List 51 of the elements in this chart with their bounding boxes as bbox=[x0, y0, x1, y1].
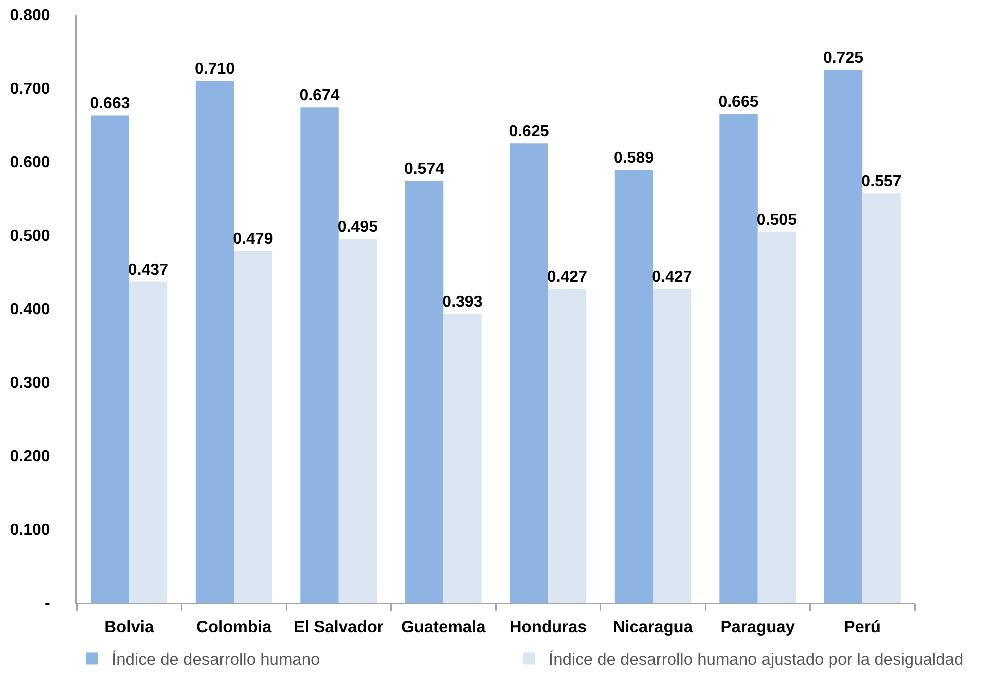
bar bbox=[300, 108, 339, 603]
bar bbox=[338, 239, 378, 603]
bar bbox=[91, 116, 130, 603]
bar bbox=[862, 194, 901, 603]
bar bbox=[129, 282, 168, 603]
data-label: 0.589 bbox=[614, 150, 654, 168]
y-tick-label: 0.700 bbox=[10, 81, 50, 98]
bar bbox=[720, 114, 758, 603]
x-tick-label: Guatemala bbox=[401, 618, 487, 636]
data-label: 0.427 bbox=[547, 269, 588, 286]
y-tick-label: 0.800 bbox=[10, 8, 50, 25]
y-tick-label: 0.500 bbox=[10, 228, 50, 246]
data-label: 0.505 bbox=[756, 212, 798, 229]
data-label: 0.495 bbox=[338, 219, 378, 236]
x-tick-label: Honduras bbox=[510, 618, 587, 636]
data-label: 0.557 bbox=[862, 174, 902, 191]
bar bbox=[510, 144, 548, 603]
y-tick-label: 0.300 bbox=[10, 375, 50, 392]
y-tick-label: 0.600 bbox=[10, 154, 50, 172]
data-label: 0.427 bbox=[652, 269, 692, 286]
data-label: 0.393 bbox=[442, 294, 483, 312]
data-label: 0.710 bbox=[194, 61, 236, 78]
data-label: 0.437 bbox=[128, 262, 169, 279]
y-tick-label: 0.200 bbox=[10, 448, 50, 466]
y-tick-label: 0.100 bbox=[10, 522, 50, 540]
bar bbox=[614, 170, 654, 603]
data-label: 0.725 bbox=[823, 50, 864, 68]
bar bbox=[824, 70, 863, 603]
bar bbox=[548, 289, 587, 603]
data-label: 0.479 bbox=[233, 230, 274, 248]
data-label: 0.663 bbox=[90, 96, 130, 113]
data-label: 0.574 bbox=[404, 161, 445, 178]
y-tick-label: - bbox=[44, 596, 50, 613]
x-tick-label: Paraguay bbox=[720, 618, 796, 636]
x-tick-label: Colombia bbox=[196, 618, 273, 636]
data-label: 0.625 bbox=[509, 124, 550, 141]
bar bbox=[653, 289, 692, 603]
x-tick-label: Nicaragua bbox=[613, 618, 694, 636]
y-tick-label: 0.400 bbox=[10, 302, 50, 319]
legend-label: Índice de desarrollo humano ajustado por la desigualdad bbox=[549, 650, 964, 670]
bar bbox=[234, 250, 272, 603]
x-tick-label: Bolvia bbox=[104, 618, 155, 636]
data-label: 0.665 bbox=[718, 94, 759, 112]
x-tick-label: El Salvador bbox=[294, 618, 384, 636]
legend-label: Índice de desarrollo humano bbox=[112, 650, 320, 670]
bar bbox=[758, 232, 796, 603]
bar bbox=[196, 81, 234, 603]
data-label: 0.674 bbox=[300, 88, 340, 105]
x-tick-label: Perú bbox=[844, 618, 881, 636]
bar bbox=[444, 314, 482, 603]
bar bbox=[405, 181, 444, 603]
